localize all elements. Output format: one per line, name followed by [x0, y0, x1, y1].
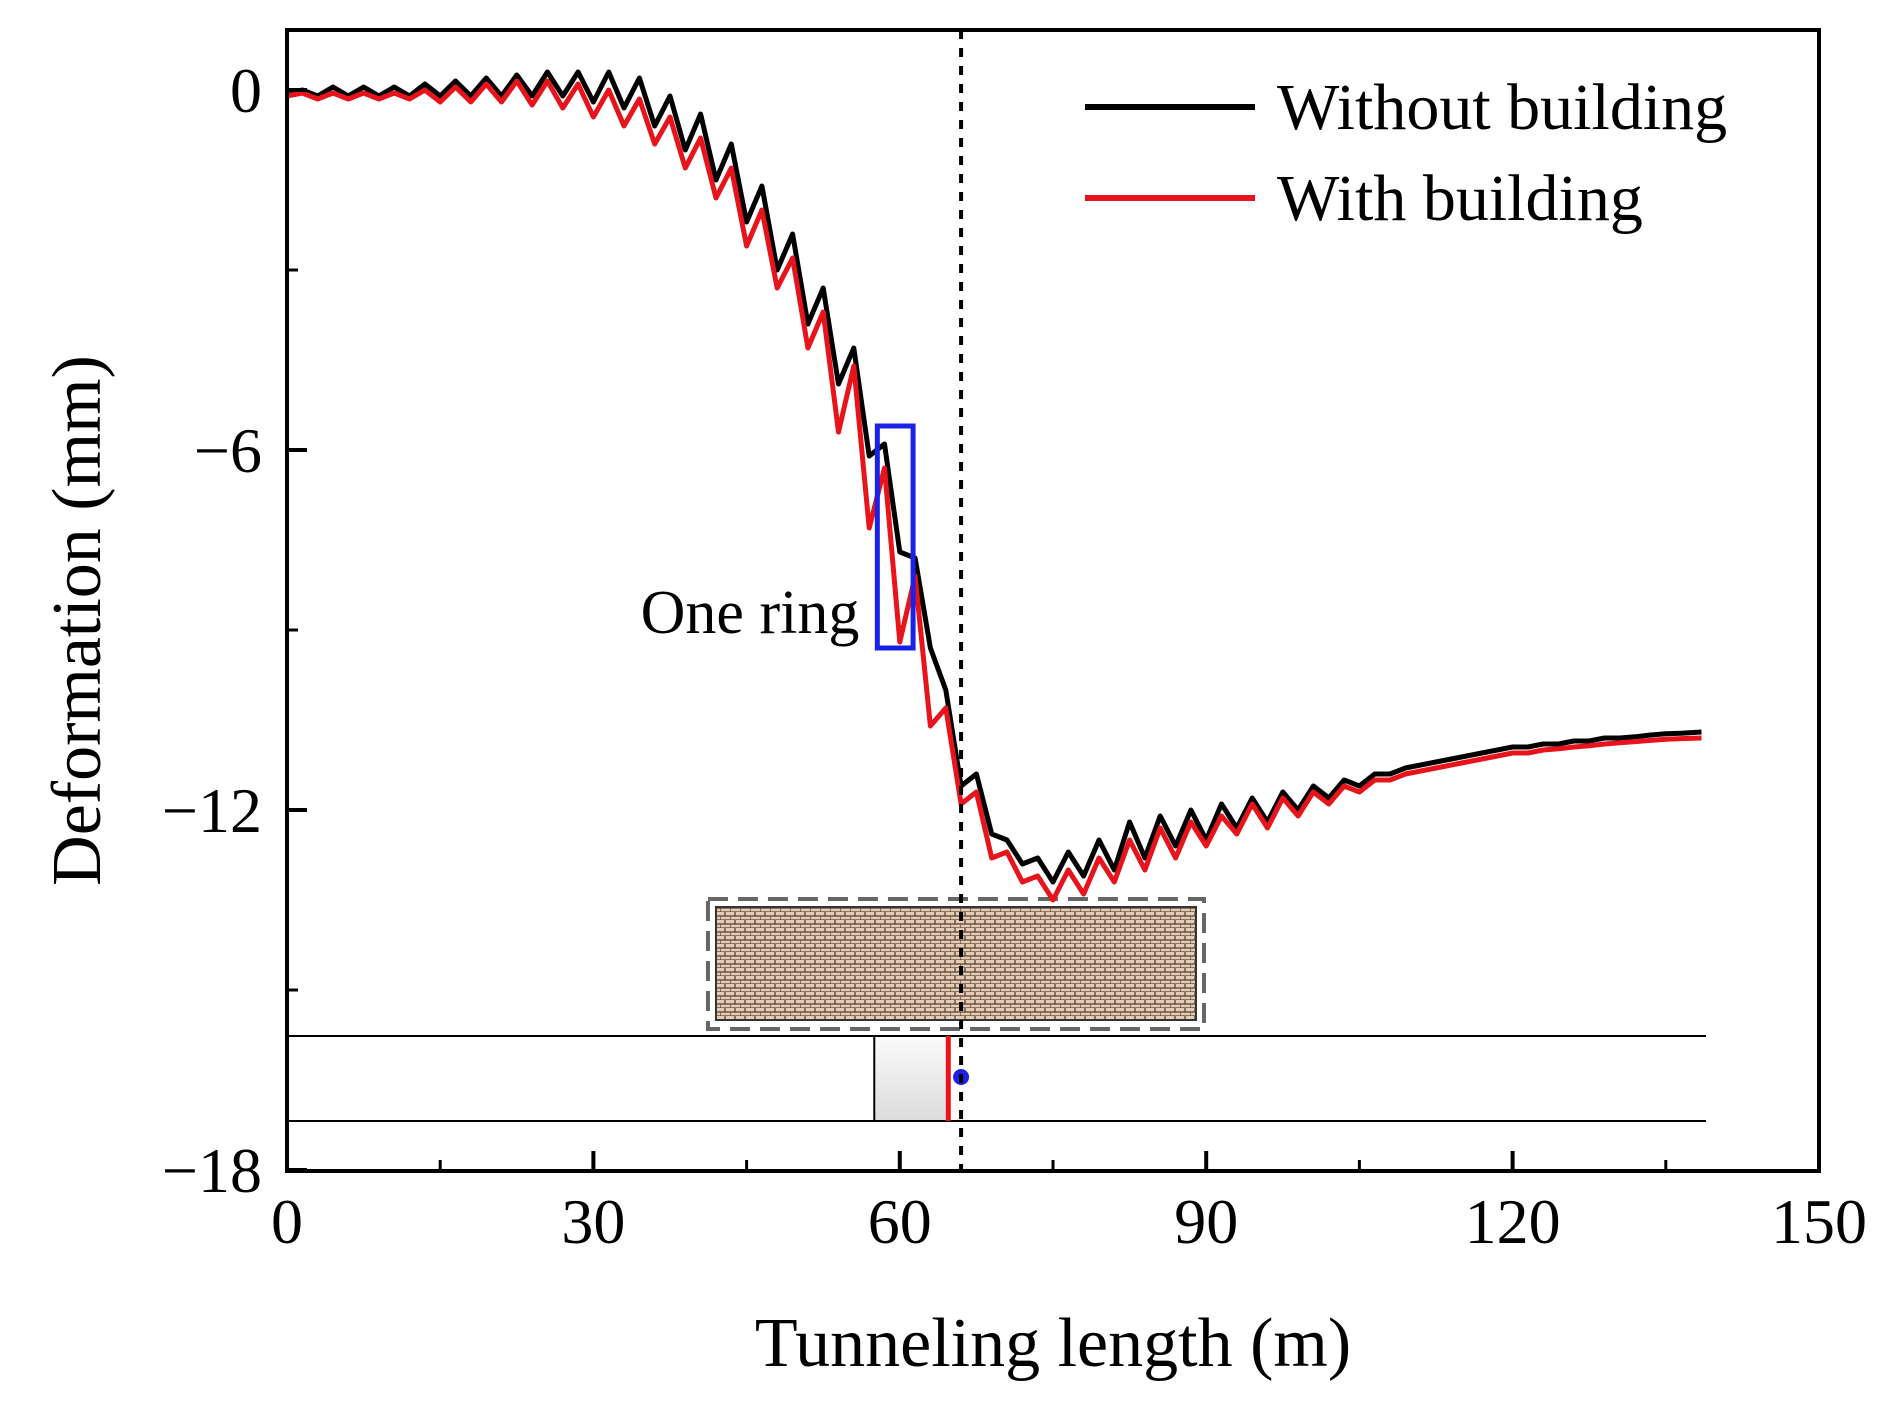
tunnel-face-marker: [945, 1036, 951, 1121]
x-tick-labels: 0 30 60 90 120 150: [271, 1186, 1867, 1257]
y-tick-label: −6: [194, 415, 262, 486]
building-tunnel-schematic: [287, 897, 1706, 1122]
x-tick-label: 30: [561, 1186, 625, 1257]
series-line-without-building: [286, 69, 1702, 885]
x-tick-label: 150: [1771, 1186, 1867, 1257]
x-tick-label: 0: [271, 1186, 303, 1257]
x-axis-title: Tunneling length (m): [755, 1305, 1351, 1382]
annotation-layer: One ring: [641, 30, 964, 1171]
x-tick-label: 90: [1174, 1186, 1238, 1257]
legend: Without building With building: [1085, 71, 1727, 235]
one-ring-box: [874, 423, 916, 651]
y-tick-label: −12: [162, 775, 262, 846]
building-dashed-outline: [705, 897, 1206, 1031]
legend-label-without-building: Without building: [1277, 71, 1727, 144]
x-tick-label: 120: [1465, 1186, 1561, 1257]
legend-label-with-building: With building: [1277, 162, 1643, 235]
y-tick-label: 0: [230, 55, 262, 126]
y-tick-labels: 0 −6 −12 −18: [162, 55, 262, 1206]
one-ring-label: One ring: [641, 579, 860, 647]
tunnel-shield: [873, 1035, 949, 1122]
x-tick-label: 60: [868, 1186, 932, 1257]
axes-layer: [285, 28, 1821, 1173]
series-line-with-building: [286, 78, 1702, 903]
y-axis-title: Deformation (mm): [39, 355, 116, 886]
series-layer: [286, 69, 1702, 903]
y-tick-label: −18: [162, 1135, 262, 1206]
building-block: [714, 906, 1197, 1021]
